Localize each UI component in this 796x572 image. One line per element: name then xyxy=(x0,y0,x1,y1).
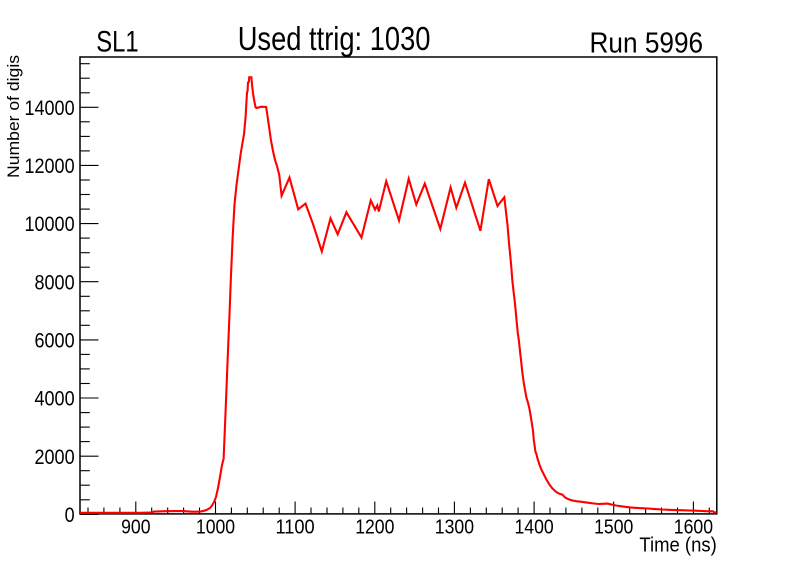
svg-text:8000: 8000 xyxy=(35,271,75,294)
svg-text:1600: 1600 xyxy=(674,517,713,539)
svg-text:1300: 1300 xyxy=(435,517,474,539)
svg-text:SL1: SL1 xyxy=(96,26,138,59)
svg-text:0: 0 xyxy=(65,504,75,527)
svg-text:1100: 1100 xyxy=(276,517,315,539)
svg-text:1400: 1400 xyxy=(515,517,554,539)
svg-text:1000: 1000 xyxy=(196,517,235,539)
svg-text:6000: 6000 xyxy=(35,330,75,353)
svg-text:Run 5996: Run 5996 xyxy=(590,27,704,59)
svg-text:12000: 12000 xyxy=(25,155,75,178)
svg-text:1200: 1200 xyxy=(355,517,394,539)
svg-text:4000: 4000 xyxy=(35,388,75,411)
svg-text:14000: 14000 xyxy=(25,97,75,120)
svg-text:10000: 10000 xyxy=(25,213,75,236)
svg-text:900: 900 xyxy=(121,517,150,539)
svg-text:Time (ns): Time (ns) xyxy=(639,535,716,557)
svg-text:Number of digis: Number of digis xyxy=(4,55,23,178)
svg-text:2000: 2000 xyxy=(35,446,75,469)
svg-text:1500: 1500 xyxy=(594,517,633,539)
svg-text:Used ttrig: 1030: Used ttrig: 1030 xyxy=(238,21,431,58)
